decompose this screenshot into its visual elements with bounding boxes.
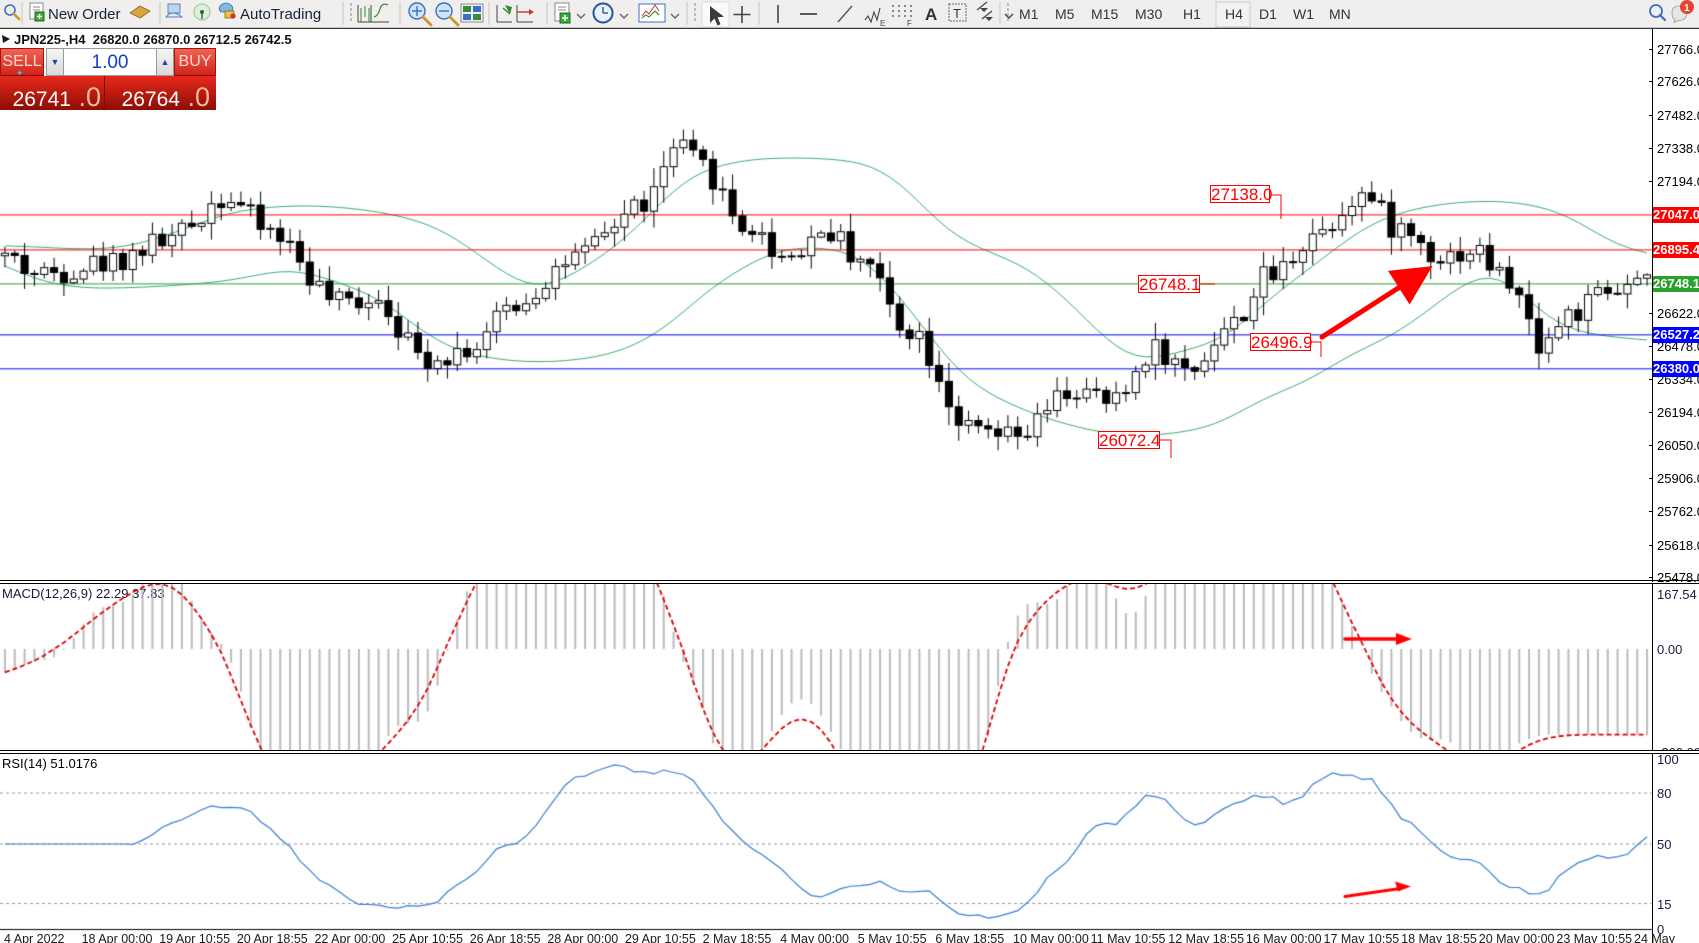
svg-text:AutoTrading: AutoTrading bbox=[240, 6, 321, 23]
svg-text:H4: H4 bbox=[1225, 6, 1243, 22]
svg-text:A: A bbox=[925, 5, 937, 24]
svg-text:T: T bbox=[953, 6, 961, 21]
svg-text:MN: MN bbox=[1329, 6, 1351, 22]
svg-text:F: F bbox=[907, 19, 912, 28]
svg-text:M1: M1 bbox=[1019, 6, 1039, 22]
svg-text:1: 1 bbox=[1684, 3, 1690, 14]
svg-text:New Order: New Order bbox=[48, 6, 121, 23]
svg-text:M15: M15 bbox=[1091, 6, 1118, 22]
svg-text:H1: H1 bbox=[1183, 6, 1201, 22]
svg-text:M30: M30 bbox=[1135, 6, 1162, 22]
svg-text:W1: W1 bbox=[1293, 6, 1314, 22]
svg-text:D1: D1 bbox=[1259, 6, 1277, 22]
svg-text:E: E bbox=[880, 19, 885, 28]
svg-text:M5: M5 bbox=[1055, 6, 1075, 22]
